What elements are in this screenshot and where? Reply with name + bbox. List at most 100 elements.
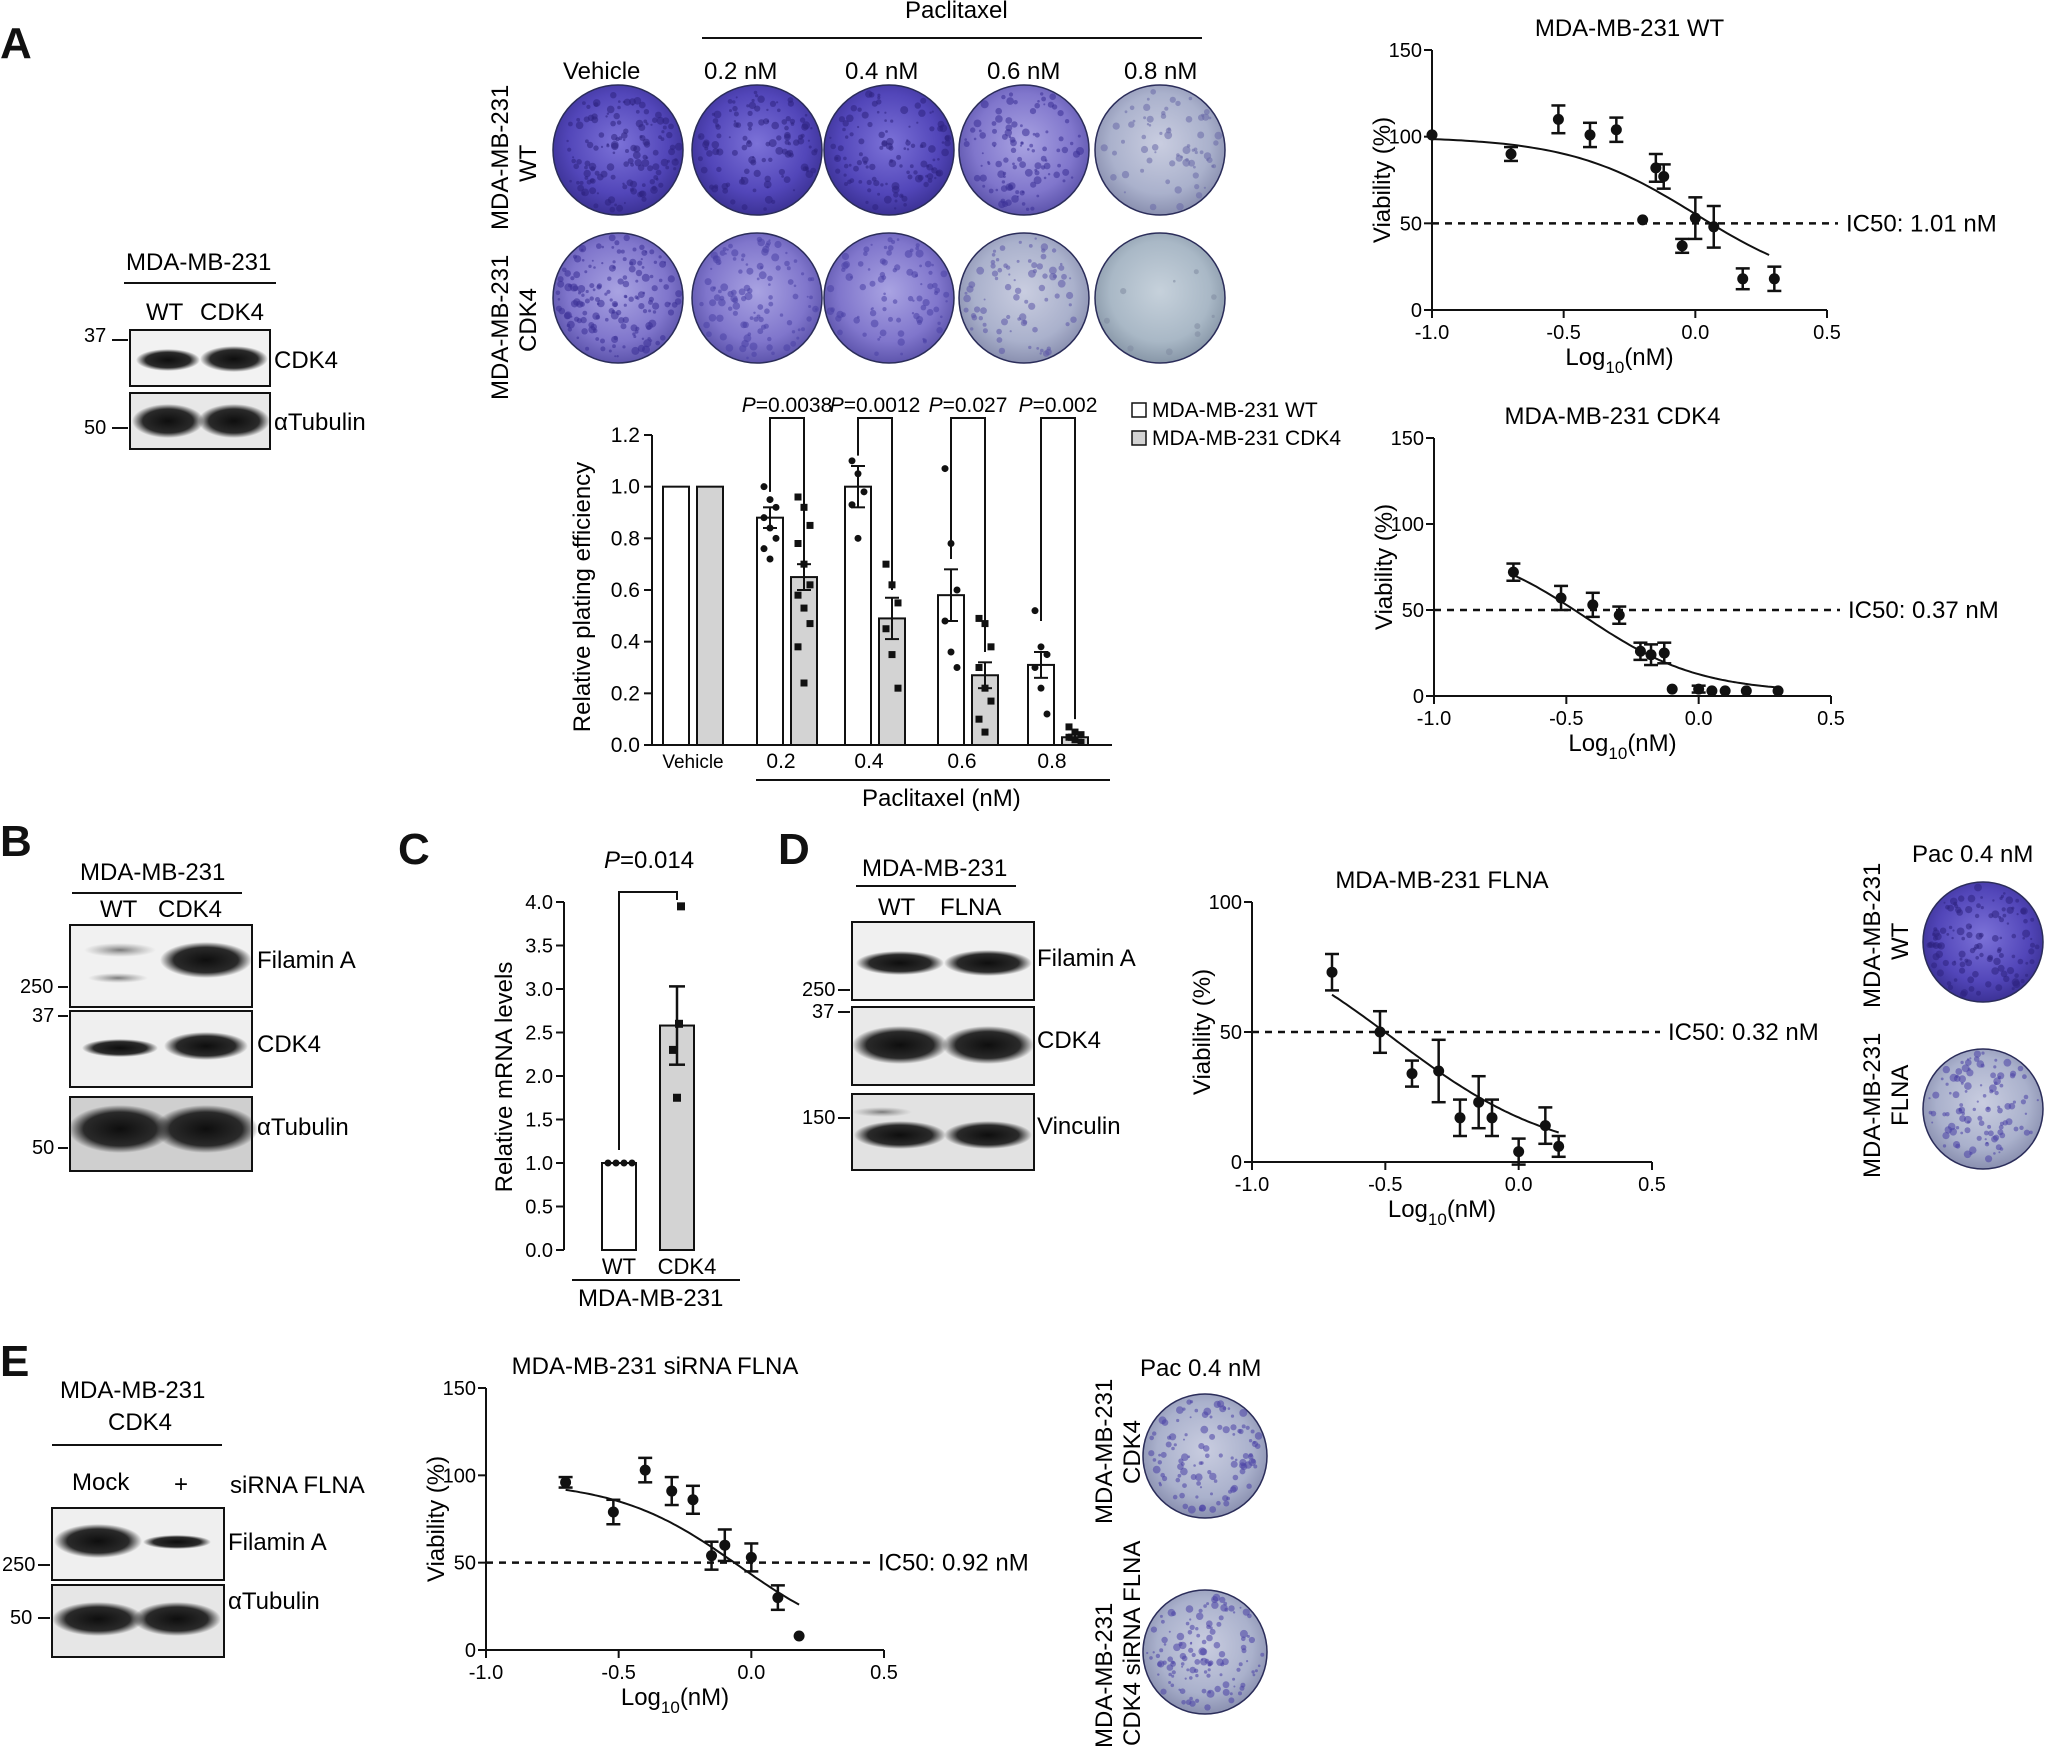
curve-xtick: 0.5 <box>870 1662 898 1684</box>
panel-letter-d: D <box>778 825 810 874</box>
bar-a-point <box>854 534 862 542</box>
bar-a-wt-1 <box>756 516 784 747</box>
panel-a-bar-chart: Relative plating efficiency 0.0 0.2 0.4 0.6… <box>569 394 1341 812</box>
bar-a-cdk4-1 <box>790 576 818 746</box>
curve-ytick: 50 <box>1402 600 1424 622</box>
curve-ytick: 50 <box>454 1553 476 1575</box>
bar-a-point <box>772 503 780 511</box>
bar-a-point <box>794 540 802 547</box>
blot-e-band-filamin: Filamin A <box>228 1529 327 1556</box>
bar-a-point <box>1031 664 1039 671</box>
panel-letter-a: A <box>0 19 32 68</box>
curve-ic50-label: IC50: 0.92 nM <box>878 1550 1029 1577</box>
bar-a-xtick: 0.2 <box>766 750 795 773</box>
curve-point <box>1587 599 1599 611</box>
curve-ytick: 0 <box>1413 686 1424 708</box>
curve-point <box>772 1592 784 1604</box>
bar-a-legend: MDA-MB-231 WT MDA-MB-231 CDK4 <box>1131 399 1341 450</box>
panel-d-blot: MDA-MB-231 WT FLNA Filamin A CDK4 Vincul… <box>802 855 1136 1171</box>
curve-point <box>1772 685 1784 697</box>
blot-d-marker-37: 37 <box>812 1001 834 1023</box>
curve-xlabel: Log10(nM) <box>1568 730 1676 763</box>
bar-a-point <box>772 534 780 542</box>
curve-point <box>1426 129 1438 141</box>
curve-point <box>607 1506 619 1518</box>
curve-xlabel: Log10(nM) <box>621 1684 729 1717</box>
bar-a-bracket <box>769 417 805 565</box>
bar-a-wt-0 <box>662 485 690 746</box>
legend-cdk4: MDA-MB-231 CDK4 <box>1152 427 1341 450</box>
bar-a-xtick: 0.6 <box>947 750 976 773</box>
bar-a-xtick: Vehicle <box>662 752 723 773</box>
c-ytick: 2.5 <box>525 1023 553 1045</box>
d-colony-title: Pac 0.4 nM <box>1912 841 2033 868</box>
curve-point <box>1505 148 1517 160</box>
curve-ylabel: Viability (%) <box>1189 969 1216 1095</box>
bar-a-point <box>894 684 902 692</box>
bar-a-point <box>953 586 961 594</box>
bar-a-ytick: 0.2 <box>611 682 640 705</box>
bar-a-p-value: P=0.027 <box>929 394 1008 417</box>
bar-a-point <box>1043 710 1051 718</box>
curve-point <box>1610 124 1622 136</box>
bar-a-point <box>766 496 774 504</box>
curve-xtick: -1.0 <box>469 1662 503 1684</box>
curve-point <box>719 1539 731 1551</box>
e-colony-row1-1: MDA-MB-231 <box>1091 1379 1118 1524</box>
blot-e-lane-mock: Mock <box>72 1469 130 1496</box>
panel-letter-b: B <box>0 817 32 866</box>
curve-title: MDA-MB-231 CDK4 <box>1504 403 1720 430</box>
curve-xtick: 0.0 <box>737 1662 765 1684</box>
blot-d-marker-250: 250 <box>802 979 835 1001</box>
blot-b-band-filamin: Filamin A <box>257 947 356 974</box>
curve-point <box>1719 685 1731 697</box>
curve-xlabel: Log10(nM) <box>1565 344 1673 377</box>
bar-a-ytick: 1.2 <box>611 424 640 447</box>
curve-point <box>1737 273 1749 285</box>
bar-a-point <box>1077 731 1085 739</box>
curve-a-wt: MDA-MB-231 WT 0 50 100 150 -1.0 -0.5 0.0 0.5 Viab… <box>1369 15 1997 377</box>
blot-b-marker-50: 50 <box>32 1137 54 1159</box>
bar-a-point <box>766 555 774 563</box>
bar-a-ytick: 0.8 <box>611 527 640 550</box>
colony-col-0-6: 0.6 nM <box>987 58 1060 85</box>
blot-a-lane-wt: WT <box>146 299 184 326</box>
bar-a-point <box>975 614 983 622</box>
blot-e-marker-250: 250 <box>2 1554 35 1576</box>
bar-a-bracket <box>950 417 986 652</box>
curve-ic50-label: IC50: 0.37 nM <box>1848 597 1999 624</box>
dish-wt-4 <box>1094 84 1226 216</box>
curve-ic50-label: IC50: 1.01 nM <box>1846 210 1997 237</box>
curve-point <box>1433 1065 1445 1077</box>
blot-d-marker-150: 150 <box>802 1107 835 1129</box>
curve-ytick: 150 <box>1391 428 1424 450</box>
curve-ytick: 150 <box>1389 40 1422 62</box>
blot-d-band-filamin: Filamin A <box>1037 945 1136 972</box>
bar-a-point <box>794 643 802 651</box>
bar-a-point <box>766 524 774 532</box>
bar-a-point <box>794 493 802 501</box>
curve-point <box>1613 609 1625 621</box>
e-colony-row1-2: CDK4 <box>1119 1420 1146 1484</box>
curve-point <box>745 1551 757 1563</box>
blot-d-band-cdk4: CDK4 <box>1037 1027 1101 1054</box>
bar-a-point <box>1077 738 1085 746</box>
bar-a-point <box>1031 607 1039 615</box>
blot-d-band-vinculin: Vinculin <box>1037 1113 1121 1140</box>
curve-point <box>1553 1140 1565 1152</box>
c-ytick: 0.0 <box>525 1240 553 1262</box>
curve-xtick: 0.5 <box>1817 708 1845 730</box>
blot-a-cell-line: MDA-MB-231 <box>126 249 271 276</box>
dish-e-cdk4 <box>1142 1393 1268 1519</box>
d-colony-row2-2: FLNA <box>1887 1065 1914 1126</box>
bar-a-point <box>848 457 856 465</box>
bar-a-point <box>953 664 961 671</box>
c-ylabel: Relative mRNA levels <box>491 962 518 1193</box>
c-point <box>604 1159 612 1167</box>
bar-a-point <box>882 560 890 568</box>
blot-b-band-cdk4: CDK4 <box>257 1031 321 1058</box>
curve-xtick: -0.5 <box>1549 708 1583 730</box>
bar-a-xtick: 0.8 <box>1037 750 1066 773</box>
panel-e-colonies: Pac 0.4 nM MDA-MB-231 CDK4 MDA-MB-231 CD… <box>1091 1355 1268 1748</box>
